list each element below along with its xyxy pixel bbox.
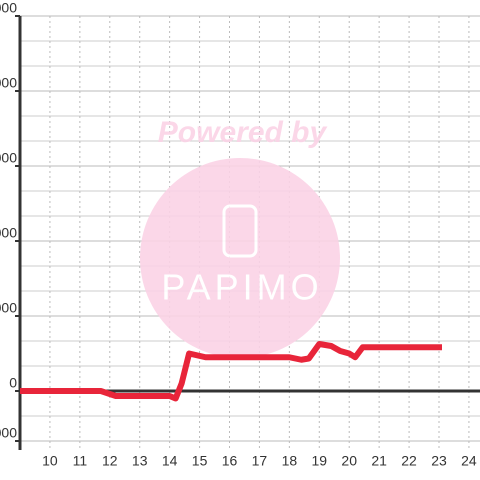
x-tick-label: 19 [311,453,327,469]
x-tick-label: 15 [192,453,208,469]
y-tick-label: -20,000 [0,425,17,441]
x-tick-label: 23 [431,453,447,469]
y-tick-label: 0 [9,375,17,391]
watermark-text: Powered by [158,116,328,149]
x-tick-label: 16 [222,453,238,469]
watermark-icon [222,204,258,258]
x-tick-label: 11 [73,453,88,469]
x-tick-label: 18 [282,453,298,469]
watermark-circle [140,158,340,358]
x-tick-label: 13 [132,453,148,469]
y-tick-label: 120,000 [0,75,17,91]
x-tick-label: 17 [252,453,268,469]
watermark-logo: PAPIMO [161,267,322,308]
y-tick-label: 90,000 [0,150,17,166]
x-tick-label: 24 [461,453,477,469]
x-tick-label: 12 [102,453,118,469]
y-tick-label: 60,000 [0,225,17,241]
x-tick-label: 10 [42,453,58,469]
x-tick-label: 22 [401,453,417,469]
data-line [20,341,442,402]
x-tick-label: 21 [371,453,387,469]
y-tick-label: 30,000 [0,300,17,316]
x-tick-label: 20 [341,453,357,469]
x-tick-label: 14 [162,453,178,469]
watermark: Powered by PAPIMO [140,116,340,358]
y-tick-label: 150,000 [0,0,17,16]
